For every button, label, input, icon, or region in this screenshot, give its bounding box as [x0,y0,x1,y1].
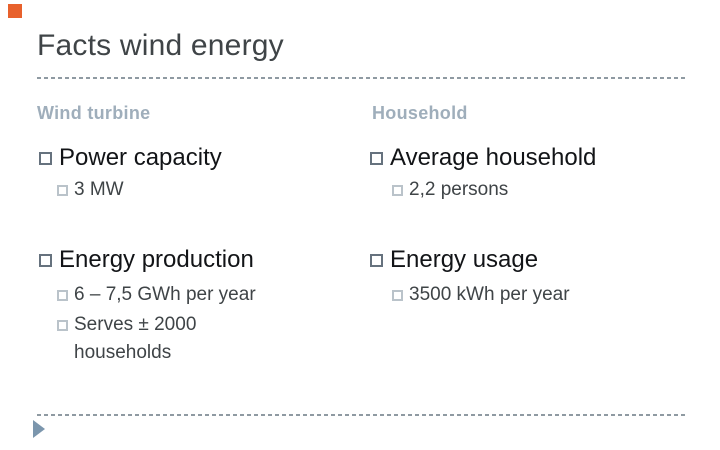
square-subbullet-icon [392,290,403,301]
square-bullet-icon [39,254,52,267]
sub-item-production-value: 6 – 7,5 GWh per year [57,281,256,309]
sub-item-power-value: 3 MW [57,176,124,204]
bullet-item-label: Energy production [59,246,254,273]
dashed-divider-top [37,77,685,79]
bullet-item-label: Power capacity [59,144,222,171]
square-subbullet-icon [57,290,68,301]
square-bullet-icon [370,254,383,267]
square-bullet-icon [39,152,52,165]
square-subbullet-icon [57,320,68,331]
orange-square-marker [8,4,22,18]
column-heading-household: Household [372,103,468,123]
square-subbullet-icon [392,185,403,196]
slide-title: Facts wind energy [37,29,284,62]
bullet-item-label: Energy usage [390,246,539,273]
column-heading-wind-turbine: Wind turbine [37,103,151,123]
sub-item-label: 6 – 7,5 GWh per year [74,284,256,305]
square-bullet-icon [370,152,383,165]
sub-item-label: Serves ± 2000 households [74,314,197,363]
sub-item-usage-value: 3500 kWh per year [392,281,570,309]
sub-item-label: 3500 kWh per year [409,284,570,305]
dashed-divider-bottom [37,414,685,416]
sub-item-serves-households: Serves ± 2000 households [57,311,249,367]
footer-arrow-icon [33,420,45,438]
sub-item-label: 3 MW [74,179,124,200]
bullet-item-power-capacity: Power capacity [39,144,222,172]
sub-item-persons-value: 2,2 persons [392,176,508,204]
bullet-item-label: Average household [390,144,597,171]
bullet-item-energy-production: Energy production [39,246,254,274]
sub-item-label: 2,2 persons [409,179,509,200]
square-subbullet-icon [57,185,68,196]
bullet-item-average-household: Average household [370,144,596,172]
bullet-item-energy-usage: Energy usage [370,246,538,274]
